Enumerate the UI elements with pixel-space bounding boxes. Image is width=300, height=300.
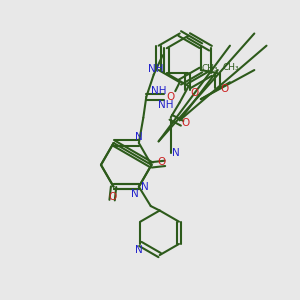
Text: N: N [135,132,143,142]
Text: O: O [158,157,166,167]
Text: O: O [190,88,198,98]
Text: O: O [182,118,190,128]
Text: O: O [108,192,116,202]
Text: N: N [172,148,180,158]
Text: NH: NH [148,64,164,74]
Text: N: N [135,245,143,256]
Text: N: N [130,189,138,199]
Text: O: O [167,92,175,102]
Text: CH₃: CH₃ [222,63,239,72]
Text: CH₃: CH₃ [202,64,218,73]
Text: O: O [220,84,229,94]
Text: N: N [141,182,149,192]
Text: NH: NH [152,86,167,96]
Text: NH: NH [158,100,173,110]
